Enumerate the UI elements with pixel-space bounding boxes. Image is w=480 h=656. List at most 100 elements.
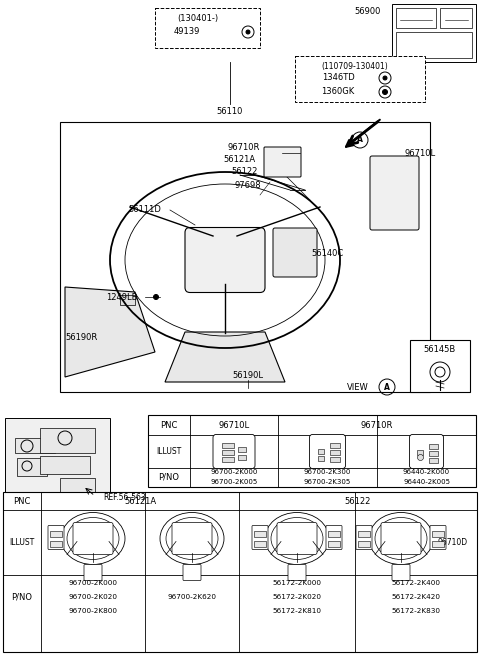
Circle shape: [383, 89, 387, 94]
Ellipse shape: [369, 512, 433, 565]
Text: ILLUST: ILLUST: [156, 447, 181, 456]
FancyBboxPatch shape: [409, 434, 444, 468]
Text: 56172-2K400: 56172-2K400: [392, 580, 441, 586]
FancyBboxPatch shape: [356, 525, 372, 550]
Bar: [60, 122, 430, 392]
Bar: [396, 191, 410, 201]
Bar: [120, 295, 135, 305]
Circle shape: [383, 76, 387, 80]
FancyBboxPatch shape: [172, 522, 212, 554]
Bar: [396, 163, 410, 173]
Bar: [317, 455, 324, 461]
Bar: [376, 163, 392, 173]
Text: 56190R: 56190R: [66, 333, 98, 342]
Text: 96700-2K800: 96700-2K800: [69, 608, 118, 614]
Bar: [358, 541, 370, 546]
Bar: [429, 451, 437, 455]
Bar: [358, 531, 370, 537]
Text: 56121A: 56121A: [124, 497, 156, 506]
Text: 56145B: 56145B: [424, 344, 456, 354]
Bar: [396, 8, 436, 28]
Bar: [50, 541, 62, 546]
Text: 96700-2K620: 96700-2K620: [168, 594, 216, 600]
FancyBboxPatch shape: [252, 525, 268, 550]
Bar: [376, 205, 392, 215]
Bar: [376, 177, 392, 187]
Bar: [40, 456, 90, 474]
Text: A: A: [384, 382, 390, 392]
Bar: [440, 8, 472, 28]
Ellipse shape: [375, 518, 427, 560]
Text: 56172-2K420: 56172-2K420: [392, 594, 441, 600]
FancyBboxPatch shape: [185, 228, 265, 293]
Bar: [295, 56, 425, 102]
Text: 96700-2K000: 96700-2K000: [210, 470, 258, 476]
Bar: [284, 152, 296, 159]
Bar: [268, 162, 280, 169]
Bar: [429, 457, 437, 462]
Bar: [3, 492, 477, 652]
Text: ILLUST: ILLUST: [10, 538, 35, 547]
Text: 56172-2K000: 56172-2K000: [273, 580, 322, 586]
Bar: [432, 531, 444, 537]
Bar: [410, 340, 470, 392]
Circle shape: [418, 455, 423, 461]
Text: 1249LB: 1249LB: [106, 293, 138, 302]
FancyBboxPatch shape: [392, 565, 410, 581]
Text: 96440-2K005: 96440-2K005: [403, 480, 450, 485]
Ellipse shape: [67, 518, 119, 560]
FancyBboxPatch shape: [370, 156, 419, 230]
Text: 56190L: 56190L: [232, 371, 264, 380]
FancyBboxPatch shape: [84, 565, 102, 581]
Bar: [222, 443, 234, 447]
Bar: [396, 32, 472, 58]
FancyBboxPatch shape: [310, 434, 346, 468]
Bar: [317, 449, 324, 453]
Bar: [254, 531, 266, 537]
Text: 96700-2K000: 96700-2K000: [69, 580, 118, 586]
Ellipse shape: [61, 512, 125, 565]
Ellipse shape: [271, 518, 323, 560]
FancyBboxPatch shape: [326, 525, 342, 550]
Bar: [222, 457, 234, 462]
Text: P/NO: P/NO: [12, 592, 33, 602]
Text: 56172-2K830: 56172-2K830: [392, 608, 441, 614]
FancyBboxPatch shape: [73, 522, 113, 554]
Text: VIEW: VIEW: [347, 382, 369, 392]
Bar: [392, 4, 476, 62]
FancyBboxPatch shape: [430, 525, 446, 550]
Bar: [396, 205, 410, 215]
FancyBboxPatch shape: [273, 228, 317, 277]
Text: 96700-2K005: 96700-2K005: [210, 480, 258, 485]
Bar: [328, 531, 340, 537]
Text: 96710L: 96710L: [218, 420, 250, 430]
Bar: [238, 455, 246, 459]
Text: 56122: 56122: [232, 167, 258, 176]
Text: PNC: PNC: [160, 420, 178, 430]
Bar: [254, 541, 266, 546]
Ellipse shape: [166, 518, 218, 560]
Ellipse shape: [160, 512, 224, 565]
Bar: [60, 478, 95, 496]
Text: (130401-): (130401-): [178, 14, 218, 22]
Polygon shape: [165, 332, 285, 382]
Bar: [155, 8, 260, 48]
Text: A: A: [357, 136, 363, 144]
FancyBboxPatch shape: [213, 434, 255, 468]
Text: 1360GK: 1360GK: [322, 87, 355, 96]
Text: 56122: 56122: [345, 497, 371, 506]
Circle shape: [246, 30, 250, 34]
Bar: [268, 152, 280, 159]
Text: 56110: 56110: [217, 108, 243, 117]
Text: 96710L: 96710L: [405, 148, 435, 157]
FancyBboxPatch shape: [277, 522, 317, 554]
Text: REF.56-563: REF.56-563: [103, 493, 146, 502]
Text: 97698: 97698: [235, 182, 261, 190]
Text: 56140C: 56140C: [312, 249, 344, 258]
Bar: [40, 428, 95, 453]
Text: (110709-130401): (110709-130401): [322, 62, 388, 70]
Text: 49139: 49139: [174, 28, 200, 37]
Bar: [376, 191, 392, 201]
Polygon shape: [65, 287, 155, 377]
Text: 96710R: 96710R: [228, 144, 260, 152]
